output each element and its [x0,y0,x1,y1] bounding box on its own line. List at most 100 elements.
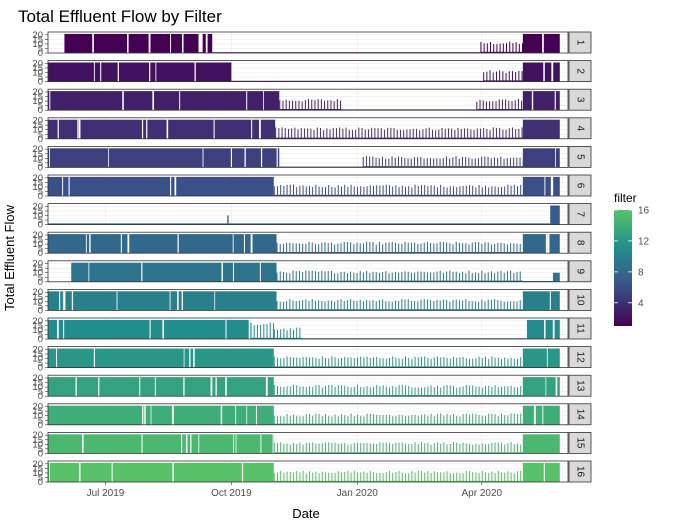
flow-pulse [439,300,441,311]
flow-pulse [484,242,486,254]
flow-pulse [472,444,474,454]
flow-pulse [427,442,429,454]
flow-dropout [180,434,183,454]
flow-segment [48,148,280,168]
flow-pulse [362,157,364,168]
flow-pulse [472,472,474,482]
flow-pulse [488,473,490,482]
flow-pulse [488,413,490,425]
flow-pulse [436,385,438,397]
series-filter-7 [48,205,560,225]
flow-dropout [241,462,244,482]
flow-pulse [347,444,349,454]
facet-strip [568,431,592,454]
flow-segment [522,434,560,454]
flow-pulse [302,357,304,368]
flow-pulse [410,158,412,168]
flow-pulse [452,385,454,397]
flow-segment [48,291,277,311]
flow-pulse [360,387,362,397]
flow-pulse [470,129,472,139]
flow-pulse [282,100,284,111]
flow-pulse [436,442,438,454]
flow-pulse [417,415,419,425]
flow-pulse [366,300,368,311]
flow-pulse [485,101,487,111]
y-tick-label: 10 [32,268,43,279]
flow-dropout [233,434,235,454]
flow-dropout [259,262,261,282]
flow-pulse [472,385,474,397]
flow-dropout [56,348,58,368]
flow-pulse [447,128,449,139]
flow-pulse [501,99,503,111]
flow-pulse [327,100,329,111]
flow-pulse [378,299,380,311]
flow-pulse [502,43,504,53]
flow-pulse [292,357,294,368]
flow-pulse [286,301,288,311]
flow-dropout [57,119,59,139]
flow-pulse [307,128,309,139]
flow-pulse [521,127,523,139]
flow-pulse [382,244,384,254]
flow-dropout [141,119,144,139]
flow-pulse [398,442,400,454]
flow-pulse [429,158,431,168]
flow-pulse [308,186,310,196]
flow-pulse [382,299,384,311]
y-tick-label: 10 [32,239,43,250]
flow-zero [212,52,481,53]
flow-pulse [404,473,406,482]
flow-pulse [461,156,463,168]
flow-pulse [324,271,326,282]
facet-strip [568,31,592,54]
flow-pulse [385,184,387,196]
flow-pulse [454,129,456,139]
facet-strip-label: 1 [574,40,585,46]
flow-pulse [459,443,461,454]
flow-dropout [533,405,536,425]
flow-pulse [393,128,395,139]
flow-dropout [555,148,556,168]
flow-pulse [458,272,460,282]
flow-pulse [312,472,314,482]
flow-pulse [439,242,441,254]
flow-pulse [472,413,474,425]
flow-dropout [202,148,204,168]
flow-pulse [353,358,355,368]
flow-pulse [417,444,419,454]
flow-pulse [417,470,419,482]
flow-pulse [327,300,329,311]
flow-pulse [363,416,365,425]
flow-pulse [356,357,358,368]
flow-dropout [177,291,179,311]
flow-pulse [436,472,438,482]
flow-pulse [353,186,355,196]
flow-pulse [350,413,352,425]
flow-pulse [488,187,490,196]
flow-pulse [299,416,301,425]
facet-strip [568,117,592,140]
flow-pulse [318,271,320,282]
flow-dropout [120,234,122,254]
flow-pulse [282,271,284,282]
y-axis-title: Total Effluent Flow [2,204,17,311]
flow-dropout [251,119,253,139]
flow-dropout [549,291,551,311]
y-tick-label: 0 [38,305,43,316]
flow-pulse [474,241,476,254]
series-filter-4 [48,119,560,139]
flow-pulse [502,129,504,139]
flow-pulse [456,357,458,368]
flow-pulse [363,442,365,454]
flow-dropout [214,291,216,311]
flow-pulse [433,272,435,282]
flow-pulse [520,444,522,454]
y-tick-label: 0 [38,363,43,374]
flow-pulse [519,271,521,282]
flow-pulse [433,158,435,168]
flow-pulse [378,158,380,168]
facet-strip-label: 16 [574,466,585,478]
